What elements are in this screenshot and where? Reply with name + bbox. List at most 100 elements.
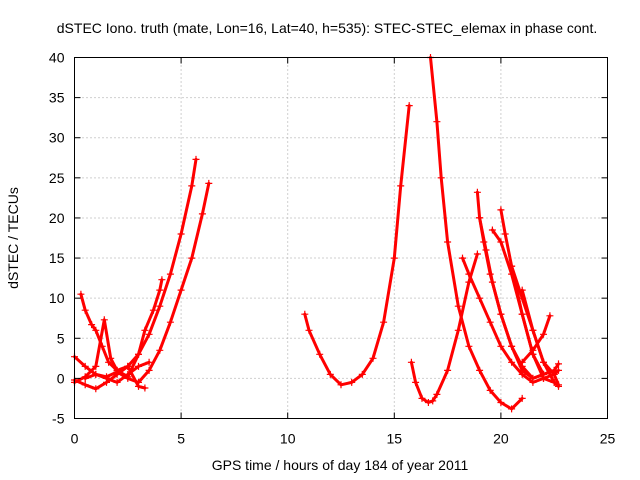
data-point-marker [433, 118, 441, 126]
y-tick-label: -5 [52, 411, 65, 427]
data-point-marker [486, 386, 494, 394]
series-arc-6 [301, 102, 413, 389]
data-point-marker [465, 342, 473, 350]
y-tick-label: 30 [49, 130, 65, 146]
series-layer [71, 54, 562, 413]
data-point-marker [473, 188, 481, 196]
data-point-marker [555, 360, 562, 368]
data-point-marker [305, 326, 313, 334]
data-point-marker [107, 354, 115, 362]
data-point-marker [81, 381, 89, 389]
data-point-marker [454, 326, 462, 334]
data-point-marker [149, 306, 157, 314]
data-point-marker [81, 306, 89, 314]
series-arc-5 [81, 358, 153, 386]
grid [74, 57, 608, 419]
x-tick-label: 10 [280, 431, 296, 447]
x-tick-label: 25 [600, 431, 616, 447]
data-point-marker [540, 358, 547, 366]
data-point-marker [407, 358, 415, 366]
data-point-marker [405, 102, 413, 110]
data-point-marker [555, 382, 562, 390]
y-tick-label: 25 [49, 170, 65, 186]
y-axis: -5 0 5 10 15 20 25 30 35 40 [49, 50, 608, 427]
data-point-marker [135, 362, 142, 370]
series-arc-7 [407, 250, 481, 406]
data-point-marker [141, 384, 149, 392]
data-point-marker [92, 362, 100, 370]
data-point-marker [156, 302, 164, 310]
data-point-marker [166, 318, 174, 326]
data-point-marker [77, 290, 85, 298]
y-tick-label: 35 [49, 90, 65, 106]
y-axis-title: dSTEC / TECUs [5, 187, 21, 289]
data-point-marker [508, 342, 516, 350]
data-point-marker [177, 230, 185, 238]
data-point-marker [188, 254, 196, 262]
data-point-marker [316, 350, 324, 358]
data-point-marker [100, 316, 108, 324]
y-tick-label: 20 [49, 210, 65, 226]
data-point-marker [158, 276, 166, 284]
data-point-marker [145, 358, 153, 366]
data-point-marker [156, 346, 164, 354]
series-line [499, 208, 556, 376]
series-line [303, 104, 411, 387]
data-point-marker [540, 370, 547, 378]
data-point-marker [429, 397, 437, 405]
data-point-marker [444, 238, 452, 246]
x-axis-title: GPS time / hours of day 184 of year 2011 [212, 457, 469, 473]
series-line [409, 252, 479, 404]
data-point-marker [518, 358, 526, 366]
data-point-marker [424, 399, 432, 406]
data-point-marker [81, 374, 89, 382]
data-point-marker [550, 370, 558, 378]
data-point-marker [369, 354, 377, 362]
data-point-marker [476, 366, 484, 374]
data-point-marker [529, 326, 537, 334]
data-point-marker [497, 206, 505, 214]
data-point-marker [546, 312, 554, 320]
data-point-marker [540, 330, 547, 338]
data-point-marker [497, 310, 505, 318]
data-point-marker [81, 362, 89, 370]
data-point-marker [482, 246, 490, 254]
y-tick-label: 40 [49, 50, 65, 66]
data-point-marker [488, 278, 496, 286]
data-point-marker [476, 294, 484, 302]
x-tick-label: 15 [387, 431, 403, 447]
y-tick-label: 10 [49, 290, 65, 306]
data-point-marker [113, 366, 121, 374]
series-line [73, 181, 211, 384]
data-point-marker [397, 182, 405, 190]
data-point-marker [486, 318, 494, 326]
series-arc-1 [71, 155, 200, 393]
data-point-marker [518, 394, 526, 402]
data-point-marker [497, 342, 505, 350]
data-point-marker [301, 310, 309, 318]
data-point-marker [88, 321, 96, 329]
y-tick-label: 0 [57, 370, 65, 386]
data-point-marker [390, 254, 398, 262]
data-point-marker [508, 358, 516, 366]
series-arc-8 [427, 54, 526, 413]
series-arc-13 [497, 206, 558, 378]
data-point-marker [103, 374, 110, 382]
plot-frame [74, 57, 608, 419]
data-point-marker [145, 330, 153, 338]
data-point-marker [501, 230, 509, 238]
data-point-marker [518, 310, 526, 318]
data-point-marker [418, 394, 426, 402]
data-point-marker [497, 399, 505, 406]
data-point-marker [92, 370, 100, 378]
data-point-marker [459, 254, 466, 262]
data-point-marker [166, 270, 174, 278]
data-point-marker [348, 378, 356, 386]
data-point-marker [488, 226, 496, 234]
data-point-marker [380, 318, 388, 326]
data-point-marker [454, 302, 462, 310]
data-point-marker [476, 214, 484, 222]
data-point-marker [198, 210, 206, 218]
data-point-marker [135, 382, 142, 390]
